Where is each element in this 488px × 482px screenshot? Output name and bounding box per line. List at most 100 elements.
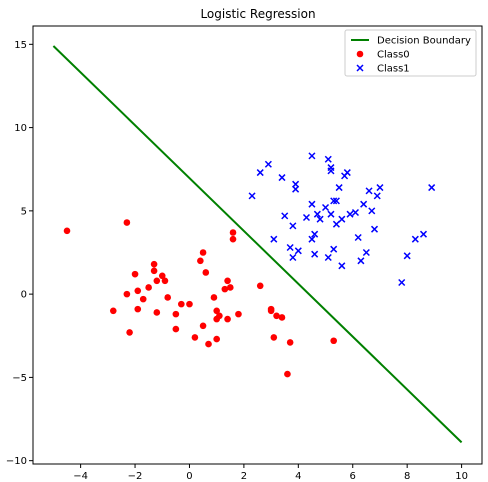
class1-point [376,184,384,192]
class0-point [172,325,180,333]
class1-point-stroke [248,192,256,200]
class0-point [109,307,117,315]
class1-point-stroke [419,230,428,238]
class1-point-stroke [278,174,286,182]
legend-class0-swatch [356,50,364,58]
decision-boundary-line [52,45,463,444]
class0-point [278,314,286,321]
class1-point-stroke [330,245,338,253]
class1-point-stroke [338,215,346,223]
y-tick-label: 15 [14,40,27,51]
class1-point [398,278,406,287]
legend-label: Decision Boundary [377,36,471,47]
class1-point [264,160,272,168]
class0-point [213,307,220,315]
class0-point [158,272,166,280]
class1-point [346,210,354,218]
class1-point-stroke [354,233,362,242]
class1-point-stroke [373,192,381,200]
class1-point [281,212,289,220]
class1-point [311,250,319,258]
class1-point-stroke [289,222,297,230]
class1-point [313,210,321,218]
class0-point [273,312,280,320]
class1-point-stroke [324,253,332,262]
class0-point [150,260,158,268]
class1-point [248,192,256,200]
class1-point [289,253,297,262]
class1-point-stroke [292,185,300,193]
class1-point [270,235,278,243]
class0-point [123,219,131,226]
legend-label: Class0 [377,50,410,61]
class1-point-stroke [428,184,436,192]
class1-point-stroke [398,278,406,287]
class1-point-stroke [270,235,278,243]
class1-point [311,230,319,238]
class1-point [351,208,359,217]
class1-point-stroke [360,200,368,208]
class1-point [354,233,362,242]
class1-point [278,174,286,182]
legend-label: Class1 [377,64,410,75]
class1-point [256,169,264,177]
class0-point [270,334,278,341]
x-tick-label: −4 [73,471,88,482]
class0-point [229,235,237,243]
class0-point [191,334,199,341]
class1-point-stroke [362,248,370,257]
x-tick-label: −2 [128,471,143,482]
class1-point [338,262,346,270]
class1-point [403,252,411,260]
class1-point [419,230,428,238]
class1-point [332,220,340,228]
class0-point [199,322,207,330]
x-tick-label: 6 [350,471,356,482]
y-tick-label: 10 [14,123,27,134]
class1-point-stroke [316,215,324,223]
class1-point-stroke [281,212,289,220]
class1-point-stroke [311,230,319,238]
x-tick-label: 8 [404,471,410,482]
class1-point-stroke [376,184,384,192]
class0-point [202,269,210,276]
class1-point [308,200,316,208]
class1-point-stroke [313,210,321,218]
chart-title: Logistic Regression [200,7,315,21]
class1-point-stroke [343,169,351,177]
class1-point [373,192,381,200]
class0-point [123,290,131,298]
axes: −4 −2 0 2 4 6 8 10 −10 −5 0 5 10 15 [6,40,468,482]
class0-point [224,277,231,285]
legend-box [344,29,477,77]
y-tick-label: −5 [12,373,27,384]
class1-point-stroke [264,160,272,168]
class1-point-stroke [308,200,316,208]
class1-point-stroke [330,197,338,205]
x-tick-label: 0 [186,471,192,482]
class0-point [229,229,237,236]
class1-point-stroke [368,207,376,215]
x-tick-label: 2 [241,471,247,482]
class1-point [360,200,368,208]
class1-point [308,235,316,243]
class0-point [63,227,71,235]
class0-point [134,287,142,295]
class1-point-stroke [411,235,419,243]
class1-point-stroke [335,184,343,192]
class0-point [330,337,337,345]
class1-point [321,203,330,212]
class1-point-stroke [338,262,346,270]
class0-point [199,249,207,256]
class0-point [224,315,231,323]
class1-point [324,155,332,163]
class1-point-stroke [351,208,359,217]
class1-point-stroke [327,210,335,218]
y-tick-label: 5 [21,206,27,217]
class0-point [284,370,291,378]
class0-point [150,267,158,275]
class0-point [197,257,204,265]
class1-point-stroke [324,155,332,163]
class0-point [213,335,220,343]
class1-point-stroke [327,167,335,175]
